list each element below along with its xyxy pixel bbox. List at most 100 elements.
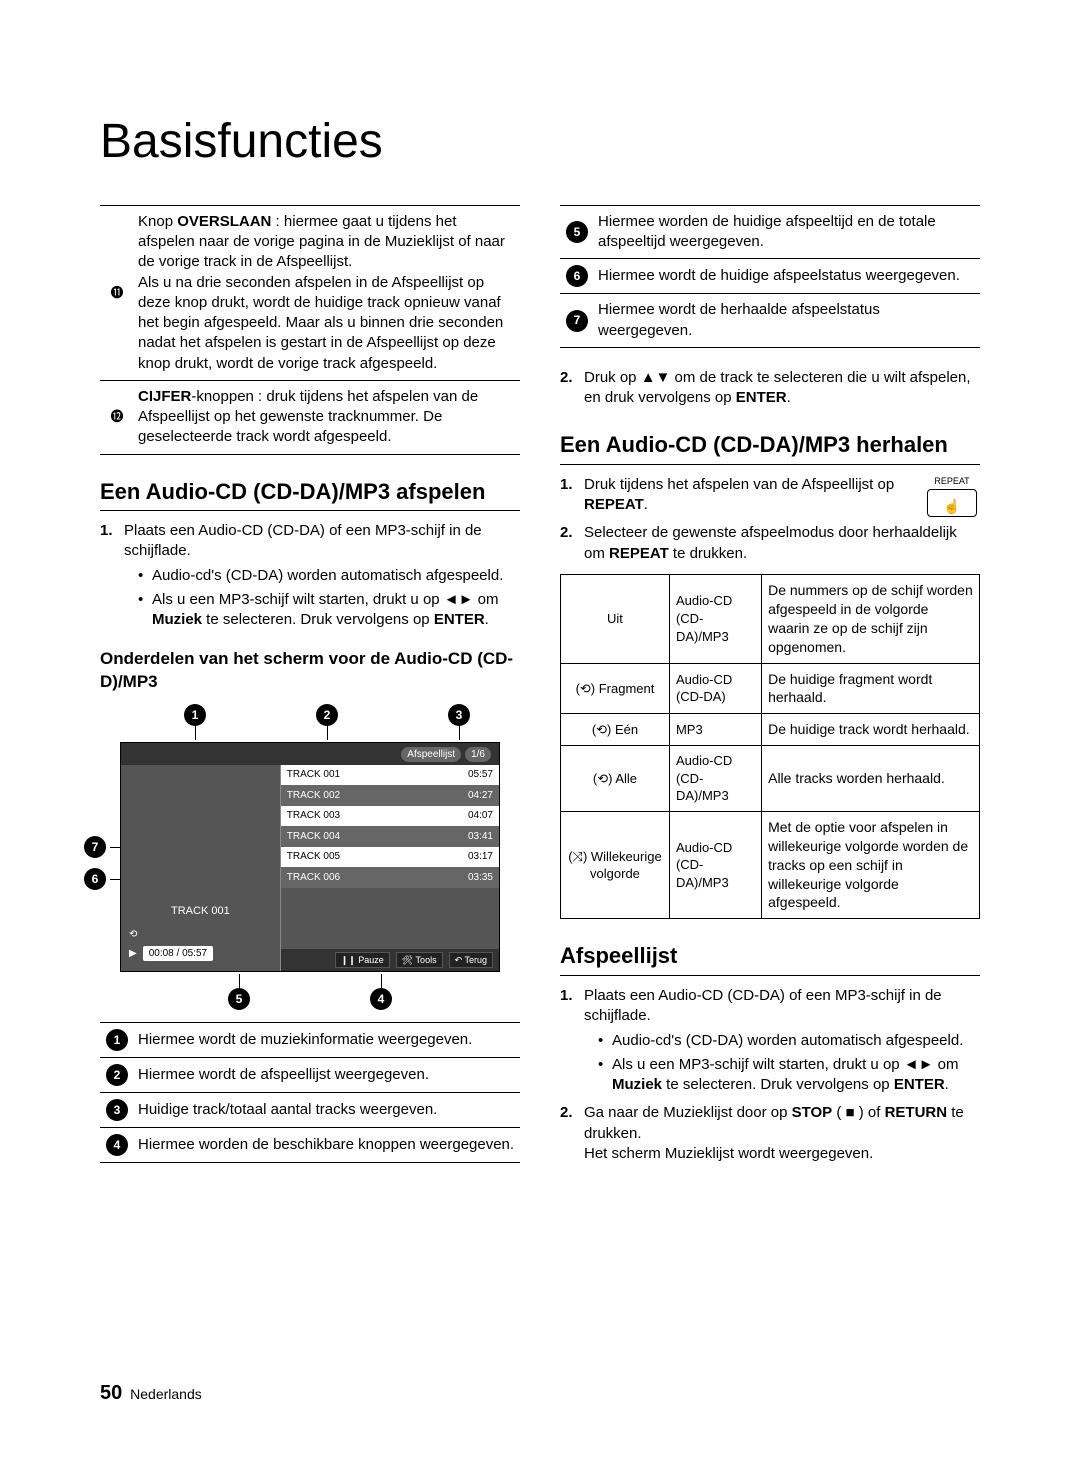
enter: ENTER <box>434 611 485 628</box>
callout-6: 6 <box>84 868 106 890</box>
footer-lang: Nederlands <box>130 1386 202 1402</box>
return: RETURN <box>885 1104 948 1121</box>
t: . <box>945 1076 949 1093</box>
mode-c3: De huidige fragment wordt herhaald. <box>762 663 980 714</box>
section-play-title: Een Audio-CD (CD-DA)/MP3 afspelen <box>100 477 520 512</box>
track-row: TRACK 00204:27 <box>281 786 499 807</box>
right-t-7: Hiermee wordt de herhaalde afspeelstatus… <box>594 294 980 348</box>
track-row: TRACK 00304:07 <box>281 806 499 827</box>
desc-12: CIJFER-knoppen : druk tijdens het afspel… <box>134 380 520 454</box>
now-playing: TRACK 001 <box>129 904 272 919</box>
repeat-button-icon: REPEAT ☝ <box>924 475 980 517</box>
callout-5: 5 <box>228 988 250 1010</box>
mode-c1: (⤨) Willekeurige volgorde <box>561 811 670 918</box>
mode-c3: De huidige track wordt herhaald. <box>762 714 980 746</box>
mode-c1: (⟲) Eén <box>561 714 670 746</box>
play-step-1: 1. Plaats een Audio-CD (CD-DA) of een MP… <box>100 521 520 630</box>
right-t-6: Hiermee wordt de huidige afspeelstatus w… <box>594 259 980 294</box>
t: Ga naar de Muzieklijst door op <box>584 1104 792 1121</box>
stop: STOP <box>792 1104 833 1121</box>
track-row: TRACK 00105:57 <box>281 765 499 786</box>
playlist-bullet-1: Audio-cd's (CD-DA) worden automatisch af… <box>598 1031 980 1051</box>
section-playlist-title: Afspeellijst <box>560 941 980 976</box>
mode-c1: (⟲) Alle <box>561 746 670 812</box>
repeat-steps: 1. REPEAT ☝ Druk tijdens het afspelen va… <box>560 475 980 564</box>
legend-t-3: Huidige track/totaal aantal tracks weerg… <box>134 1093 520 1128</box>
t: Als u een MP3-schijf wilt starten, drukt… <box>152 591 499 608</box>
play-bullet-2: Als u een MP3-schijf wilt starten, drukt… <box>138 590 520 631</box>
mode-c3: Alle tracks worden herhaald. <box>762 746 980 812</box>
time-box: 00:08 / 05:57 <box>143 946 213 962</box>
mode-c2: Audio-CD (CD-DA)/MP3 <box>669 811 761 918</box>
player-diagram: 7 6 1 2 3 Afspeellijst 1/6 TRACK 001 ⟲ ▶… <box>120 704 500 1010</box>
play-steps: 1. Plaats een Audio-CD (CD-DA) of een MP… <box>100 521 520 630</box>
right-column: 5 Hiermee worden de huidige afspeeltijd e… <box>560 205 980 1184</box>
row-11: ⓫ Knop OVERSLAAN : hiermee gaat u tijden… <box>100 205 520 380</box>
btn-tools: 🛠 Tools <box>396 952 443 968</box>
t: . <box>644 496 648 513</box>
legend-t-2: Hiermee wordt de afspeellijst weergegeve… <box>134 1058 520 1093</box>
subsection-title: Onderdelen van het scherm voor de Audio-… <box>100 648 520 694</box>
desc-11: Knop OVERSLAAN : hiermee gaat u tijdens … <box>134 205 520 380</box>
t: Druk tijdens het afspelen van de Afspeel… <box>584 476 894 493</box>
mode-c2: Audio-CD (CD-DA)/MP3 <box>669 746 761 812</box>
mode-c3: De nummers op de schijf worden afgespeel… <box>762 574 980 663</box>
repeat: REPEAT <box>584 496 644 513</box>
legend-n-3: 3 <box>106 1099 128 1121</box>
right-numbered-table: 5 Hiermee worden de huidige afspeeltijd e… <box>560 205 980 348</box>
muziek: Muziek <box>612 1076 662 1093</box>
repeat-step-2: 2. Selecteer de gewenste afspeelmodus do… <box>560 523 980 564</box>
legend-n-1: 1 <box>106 1029 128 1051</box>
player-screen: Afspeellijst 1/6 TRACK 001 ⟲ ▶ 00:08 / 0… <box>120 742 500 972</box>
muziek: Muziek <box>152 611 202 628</box>
right-n-7: 7 <box>566 310 588 332</box>
enter: ENTER <box>736 389 787 406</box>
num-11: ⓫ <box>100 205 134 380</box>
legend-n-2: 2 <box>106 1064 128 1086</box>
playlist-step-2: 2. Ga naar de Muzieklijst door op STOP (… <box>560 1103 980 1164</box>
t: te selecteren. Druk vervolgens op <box>202 611 434 628</box>
btn-back: ↶ Terug <box>449 952 493 968</box>
t: te drukken. <box>669 545 747 562</box>
mode-c2: Audio-CD (CD-DA)/MP3 <box>669 574 761 663</box>
enter: ENTER <box>894 1076 945 1093</box>
legend-table: 1Hiermee wordt de muziekinformatie weerg… <box>100 1022 520 1163</box>
left-column: ⓫ Knop OVERSLAAN : hiermee gaat u tijden… <box>100 205 520 1184</box>
repeat-label: REPEAT <box>924 475 980 487</box>
page-number: 50 <box>100 1382 122 1404</box>
playlist-step-1: 1. Plaats een Audio-CD (CD-DA) of een MP… <box>560 986 980 1095</box>
t: . <box>485 611 489 628</box>
track-row: TRACK 00503:17 <box>281 847 499 868</box>
chip-afspeellijst: Afspeellijst <box>401 747 461 763</box>
legend-t-4: Hiermee worden de beschikbare knoppen we… <box>134 1128 520 1163</box>
page-footer: 50 Nederlands <box>100 1380 202 1407</box>
step-1-text: Plaats een Audio-CD (CD-DA) of een MP3-s… <box>124 522 482 559</box>
mode-c1: (⟲) Fragment <box>561 663 670 714</box>
track-row: TRACK 00603:35 <box>281 868 499 889</box>
btn-pause: ❙❙ Pauze <box>335 952 390 968</box>
callout-1: 1 <box>184 704 206 726</box>
page-title: Basisfuncties <box>100 110 980 175</box>
left-numbered-table: ⓫ Knop OVERSLAAN : hiermee gaat u tijden… <box>100 205 520 455</box>
row-12: ⓬ CIJFER-knoppen : druk tijdens het afsp… <box>100 380 520 454</box>
right-n-5: 5 <box>566 221 588 243</box>
mode-c2: MP3 <box>669 714 761 746</box>
repeat: REPEAT <box>609 545 669 562</box>
step-2: 2. Druk op ▲▼ om de track te selecteren … <box>560 368 980 409</box>
t: Plaats een Audio-CD (CD-DA) of een MP3-s… <box>584 987 942 1024</box>
repeat-step-1: 1. REPEAT ☝ Druk tijdens het afspelen va… <box>560 475 980 516</box>
track-list: TRACK 00105:57 TRACK 00204:27 TRACK 0030… <box>281 765 499 949</box>
player-bottom-bar: ❙❙ Pauze 🛠 Tools ↶ Terug <box>281 949 499 971</box>
chip-count: 1/6 <box>465 747 491 763</box>
callout-4: 4 <box>370 988 392 1010</box>
mode-c1: Uit <box>561 574 670 663</box>
num-12: ⓬ <box>100 380 134 454</box>
playlist-bullet-2: Als u een MP3-schijf wilt starten, drukt… <box>598 1055 980 1096</box>
right-step-2: 2. Druk op ▲▼ om de track te selecteren … <box>560 368 980 409</box>
status-row: ▶ 00:08 / 05:57 <box>129 946 272 962</box>
callout-3: 3 <box>448 704 470 726</box>
right-n-6: 6 <box>566 265 588 287</box>
right-t-5: Hiermee worden de huidige afspeeltijd en… <box>594 205 980 259</box>
repeat-mode-table: UitAudio-CD (CD-DA)/MP3De nummers op de … <box>560 574 980 919</box>
t: Als u een MP3-schijf wilt starten, drukt… <box>612 1056 959 1073</box>
